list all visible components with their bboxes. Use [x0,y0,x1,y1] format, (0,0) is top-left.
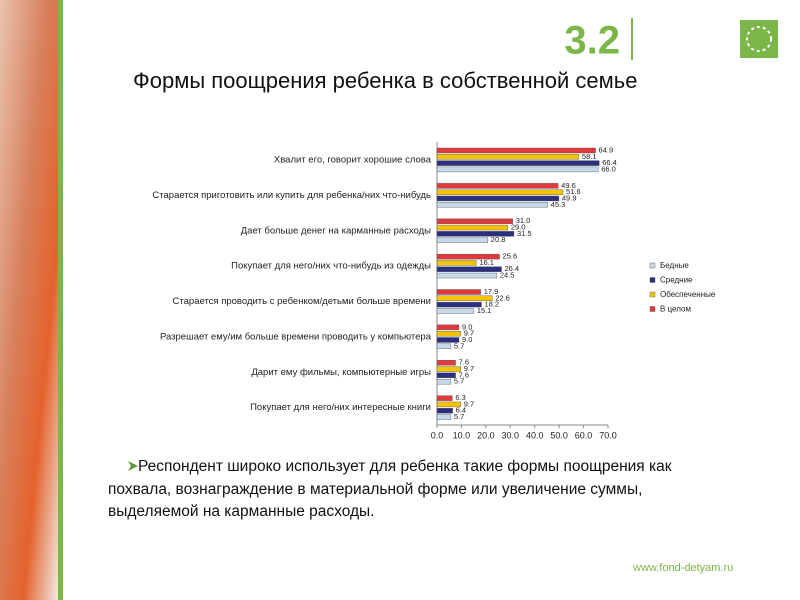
bar [436,224,509,231]
bar [436,183,559,189]
category-label: Покупает для него/них что-нибудь из одеж… [231,261,431,272]
value-label: 15.1 [477,306,492,315]
value-label: 6.3 [455,393,465,402]
slide-number: 3.2 [564,19,620,63]
bar [436,218,513,224]
bar [436,253,500,260]
value-label: 5.7 [454,341,464,350]
bar [436,360,456,366]
value-label: 25.6 [503,252,518,261]
bar [436,372,456,379]
bar [436,189,564,195]
value-label: 9.0 [462,322,472,331]
bar [436,414,452,420]
value-label: 5.7 [454,412,464,421]
value-label: 7.6 [459,370,469,379]
bar [436,295,493,301]
category-label: Хвалит его, говорит хорошие слова [274,155,432,166]
legend-swatch [649,291,656,298]
bar [436,272,498,279]
bar [436,366,461,372]
bar [436,231,515,237]
bar [436,401,461,408]
footer: www.fond-detyam.ru [632,562,733,574]
bar [436,408,453,414]
value-label: 49.6 [561,181,576,190]
bar [436,202,548,208]
bar [436,237,489,243]
bar [436,154,580,160]
title: Формы поощрения ребенка в собственной се… [133,68,638,93]
value-label: 9.7 [464,399,474,408]
value-label: 49.9 [562,193,577,202]
value-label: 6.4 [456,406,466,415]
category-label: Дарит ему фильмы, компьютерные игры [251,367,431,378]
x-tick-label: 30.0 [502,430,520,440]
bullet [128,461,138,471]
bar [436,395,453,401]
bar [436,337,460,343]
x-tick-label: 0.0 [431,430,444,440]
value-label: 17.9 [484,287,499,296]
value-label: 20.8 [491,235,506,244]
legend-swatch [649,262,656,269]
green-stripe [58,0,63,600]
x-tick-label: 20.0 [477,430,495,440]
x-tick-label: 40.0 [526,430,544,440]
bar [436,260,477,266]
x-tick-label: 10.0 [453,430,471,440]
category-label: Старается приготовить или купить для реб… [152,190,431,201]
legend-swatch [649,306,656,312]
value-label: 9.0 [462,335,472,344]
value-label: 51.6 [566,187,581,196]
value-label: 29.0 [511,223,526,232]
legend-label: Обеспеченные [660,290,716,299]
category-label: Дает больше денег на карманные расходы [241,225,431,236]
x-tick-label: 70.0 [599,430,617,440]
bar [436,324,460,331]
value-label: 5.7 [454,377,464,386]
category-label: Старается проводить с ребенком/детьми бо… [173,296,431,307]
bar [436,195,560,202]
bar [436,378,452,385]
value-label: 31.0 [516,216,531,225]
bar [436,147,596,154]
value-label: 22.6 [495,293,510,302]
value-label: 9.7 [464,329,474,338]
value-label: 7.6 [459,358,469,367]
value-label: 18.2 [484,300,499,309]
logo-mark [746,26,772,52]
x-tick-label: 60.0 [575,430,593,440]
bar [436,289,481,295]
value-label: 66.0 [601,164,616,173]
bar [436,343,452,349]
legend-swatch [649,277,656,283]
value-label: 66.4 [602,158,617,167]
bar [436,330,461,337]
category-label: Разрешает ему/им больше времени проводит… [160,331,432,342]
legend-label: Бедные [660,261,689,270]
value-label: 24.5 [500,271,515,280]
value-label: 16.1 [479,258,494,267]
value-label: 9.7 [464,364,474,373]
value-label: 45.3 [551,200,566,209]
logo [740,20,778,58]
bar [436,301,482,308]
value-label: 58.1 [582,152,597,161]
value-label: 64.9 [599,145,614,154]
value-label: 31.5 [517,229,532,238]
legend-label: Средние [660,276,693,285]
legend-label: В целом [660,305,691,314]
bar [436,266,502,272]
bar [436,308,475,314]
bar [436,166,599,173]
x-tick-label: 50.0 [550,430,568,440]
category-label: Покупает для него/них интересные книги [250,402,431,413]
bar [436,160,600,166]
note: Респондент широко использует для ребенка… [108,458,672,520]
photo [0,0,58,600]
value-label: 26.4 [504,264,519,273]
